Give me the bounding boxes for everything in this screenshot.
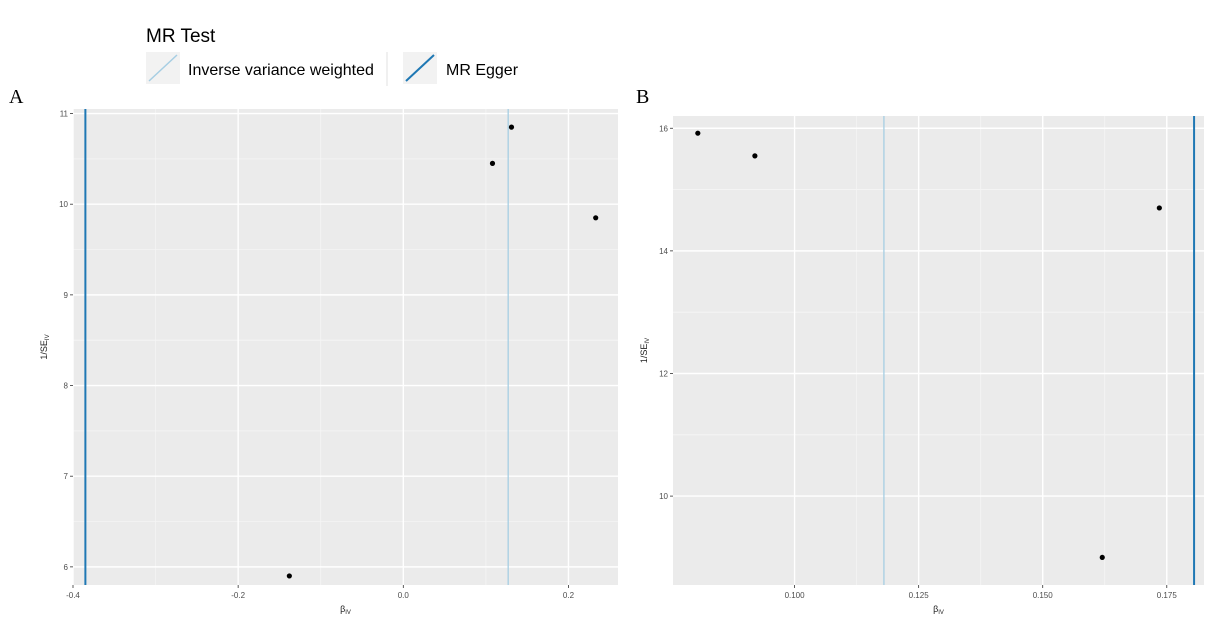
data-point: [695, 130, 701, 136]
legend-label-egger: MR Egger: [446, 62, 519, 79]
x-tick-label: 0.0: [398, 591, 410, 600]
y-tick-label: 11: [60, 110, 69, 119]
legend-swatch-egger: [405, 54, 435, 82]
y-tick-label: 6: [64, 563, 69, 572]
plot-background: [673, 116, 1204, 585]
y-tick-label: 10: [659, 492, 668, 501]
panel-letter-b: B: [636, 86, 649, 108]
legend-label-ivw: Inverse variance weighted: [188, 62, 374, 79]
scatter-panel-b: 0.100 0.125 0.150 0.175 10 12 14 16 βIV 1/SEIV: [639, 116, 1204, 616]
legend-title: MR Test: [146, 26, 216, 47]
data-point: [752, 153, 758, 159]
x-tick-label: -0.2: [231, 591, 245, 600]
legend-swatch-ivw: [148, 54, 178, 82]
y-tick-label: 8: [64, 382, 69, 391]
y-tick-label: 10: [59, 200, 68, 209]
x-tick-label: 0.175: [1157, 591, 1178, 600]
data-point: [286, 573, 292, 579]
y-tick-label: 16: [659, 124, 668, 133]
x-axis-label: βIV: [933, 604, 944, 616]
y-tick-label: 12: [659, 369, 668, 378]
panel-letter-a: A: [9, 86, 24, 108]
x-tick-label: 0.150: [1033, 591, 1054, 600]
y-axis-label: 1/SEIV: [639, 338, 651, 363]
data-point: [508, 124, 515, 130]
x-tick-label: 0.100: [785, 591, 806, 600]
y-tick-label: 9: [64, 291, 69, 300]
scatter-panel-a: -0.4 -0.2 0.0 0.2 6 7 8 9 10 11 βIV 1/SEIV: [39, 109, 618, 616]
data-point: [593, 215, 599, 221]
y-axis-label: 1/SEIV: [39, 334, 51, 359]
y-tick-label: 14: [659, 247, 668, 256]
data-point: [1156, 205, 1162, 211]
x-axis-label: βIV: [340, 604, 351, 616]
legend: MR Test Inverse variance weighted MR Egg…: [146, 26, 519, 86]
y-tick-label: 7: [64, 472, 69, 481]
data-point: [1099, 554, 1105, 561]
x-tick-label: 0.125: [909, 591, 930, 600]
plot-background: [73, 109, 618, 585]
x-tick-label: 0.2: [563, 591, 575, 600]
x-tick-label: -0.4: [66, 591, 80, 600]
data-point: [489, 160, 496, 166]
